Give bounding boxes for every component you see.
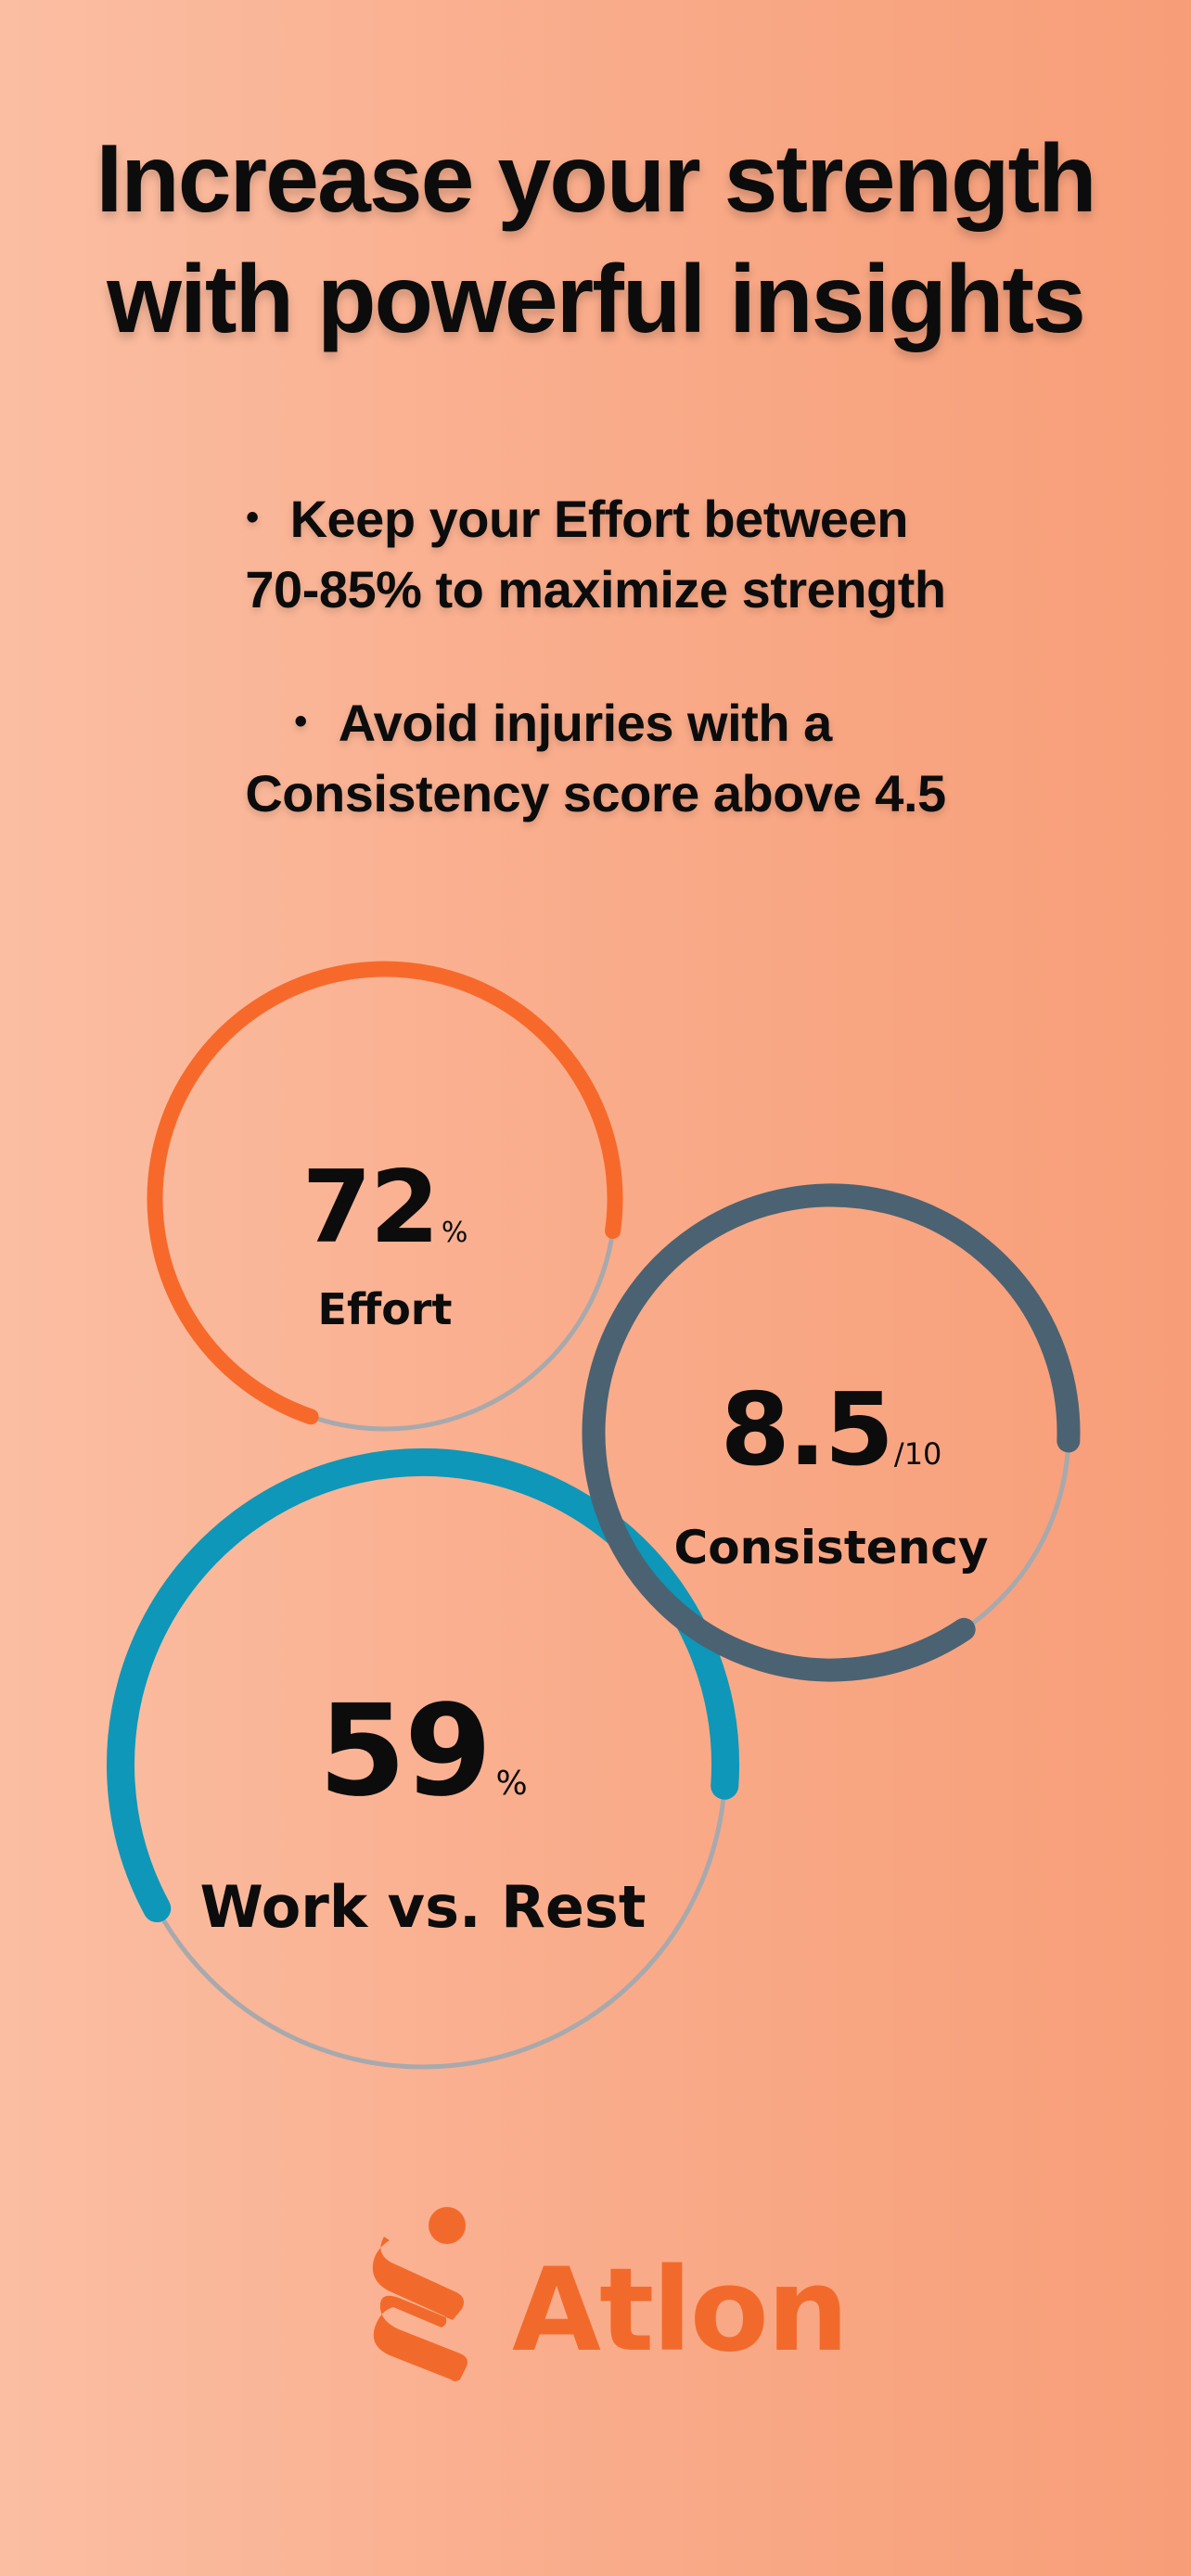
tip-effort-line-2: 70-85% to maximize strength (245, 560, 946, 619)
consistency-metric: 8.5/10 Consistency (646, 1354, 1017, 1595)
work-rest-value: 59 (318, 1678, 492, 1825)
headline-line-1: Increase your strength (96, 125, 1096, 233)
effort-ring-arc (147, 961, 623, 1425)
consistency-value: 8.5 (720, 1372, 894, 1488)
brand: Atlon (371, 2198, 853, 2383)
effort-metric: 72% Effort (199, 1113, 570, 1354)
work-rest-metric: 59% Work vs. Rest (182, 1678, 664, 1975)
tip-consistency-line-2: Consistency score above 4.5 (245, 764, 946, 823)
effort-label: Effort (317, 1284, 453, 1334)
headline-line-2: with powerful insights (107, 246, 1086, 353)
effort-unit: % (441, 1217, 468, 1249)
work-rest-unit: % (495, 1765, 528, 1803)
headline: Increase your strength with powerful ins… (0, 119, 1191, 360)
consistency-unit: /10 (893, 1436, 942, 1472)
effort-value: 72 (301, 1150, 440, 1266)
consistency-ring-arc (582, 1183, 1081, 1682)
tip-consistency: • Avoid injuries with a Consistency score… (0, 690, 1191, 827)
tip-effort: • Keep your Effort between 70-85% to maxi… (0, 486, 1191, 623)
consistency-label: Consistency (673, 1521, 989, 1575)
atlon-logo-icon (372, 2207, 467, 2381)
tip-effort-line-1: Keep your Effort between (289, 490, 909, 548)
brand-name: Atlon (512, 2244, 849, 2378)
tip-consistency-line-1: Avoid injuries with a (338, 694, 832, 752)
bullet-icon: • (246, 497, 259, 539)
bullet-icon: • (294, 701, 307, 743)
work-rest-label: Work vs. Rest (199, 1873, 647, 1941)
